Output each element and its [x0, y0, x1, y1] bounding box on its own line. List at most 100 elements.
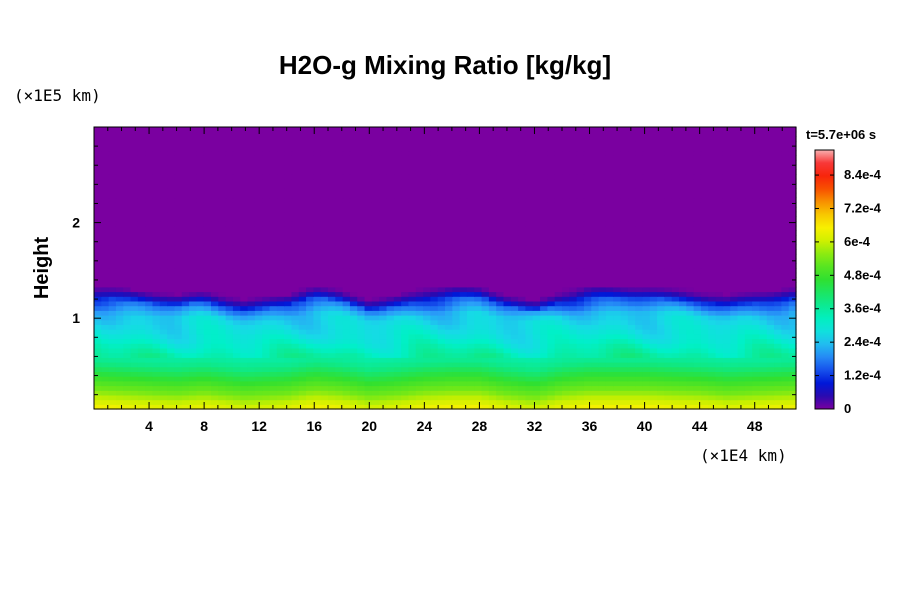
heatmap-cell — [284, 343, 293, 349]
heatmap-cell — [693, 174, 702, 180]
heatmap-cell — [357, 197, 366, 203]
heatmap-cell — [664, 268, 673, 274]
heatmap-cell — [708, 268, 717, 274]
heatmap-cell — [759, 310, 768, 316]
heatmap-cell — [181, 371, 190, 377]
heatmap-cell — [349, 225, 358, 231]
heatmap-cell — [349, 390, 358, 396]
heatmap-cell — [101, 258, 110, 264]
heatmap-cell — [664, 263, 673, 269]
heatmap-cell — [525, 333, 534, 340]
heatmap-cell — [430, 352, 439, 358]
heatmap-cell — [423, 338, 431, 344]
heatmap-cell — [532, 174, 541, 180]
heatmap-cell — [181, 188, 190, 194]
heatmap-cell — [649, 197, 658, 203]
heatmap-cell — [225, 315, 234, 321]
heatmap-cell — [576, 230, 585, 236]
heatmap-cell — [247, 404, 256, 410]
heatmap-cell — [415, 235, 424, 241]
heatmap-cell — [605, 329, 614, 335]
heatmap-cell — [115, 174, 124, 180]
heatmap-cell — [423, 343, 431, 349]
heatmap-cell — [686, 380, 695, 387]
heatmap-cell — [232, 380, 241, 387]
heatmap-cell — [423, 324, 431, 330]
heatmap-cell — [167, 394, 176, 401]
heatmap-cell — [693, 347, 702, 354]
heatmap-cell — [788, 188, 797, 194]
heatmap-cell — [159, 174, 168, 180]
heatmap-cell — [744, 315, 753, 321]
heatmap-cell — [371, 277, 380, 283]
heatmap-cell — [583, 333, 592, 340]
heatmap-cell — [203, 216, 212, 222]
heatmap-cell — [320, 183, 329, 189]
heatmap-cell — [342, 216, 351, 222]
heatmap-cell — [196, 296, 205, 302]
heatmap-cell — [357, 366, 366, 372]
heatmap-cell — [569, 216, 578, 222]
heatmap-cell — [159, 286, 168, 293]
heatmap-cell — [657, 164, 665, 170]
heatmap-cell — [525, 253, 534, 260]
heatmap-cell — [752, 221, 761, 227]
heatmap-cell — [503, 188, 512, 194]
heatmap-cell — [635, 178, 644, 184]
heatmap-cell — [466, 230, 475, 236]
heatmap-cell — [291, 362, 300, 368]
heatmap-cell — [481, 188, 490, 194]
heatmap-cell — [115, 263, 124, 269]
heatmap-cell — [445, 343, 453, 349]
heatmap-cell — [562, 319, 570, 325]
heatmap-cell — [569, 164, 578, 170]
heatmap-cell — [174, 329, 183, 335]
heatmap-cell — [562, 371, 570, 377]
heatmap-cell — [781, 338, 790, 344]
heatmap-cell — [686, 178, 695, 184]
heatmap-cell — [562, 394, 570, 401]
heatmap-cell — [481, 178, 490, 184]
heatmap-cell — [693, 371, 702, 377]
heatmap-cell — [284, 296, 293, 302]
heatmap-cell — [635, 235, 644, 241]
heatmap-cell — [262, 277, 271, 283]
heatmap-cell — [174, 366, 183, 372]
heatmap-cell — [181, 305, 190, 311]
heatmap-cell — [328, 305, 336, 311]
heatmap-cell — [276, 371, 285, 377]
heatmap-cell — [649, 385, 658, 391]
heatmap-cell — [781, 324, 790, 330]
heatmap-cell — [459, 164, 468, 170]
heatmap-cell — [415, 394, 424, 401]
heatmap-cell — [115, 291, 124, 297]
heatmap-cell — [496, 315, 505, 321]
heatmap-cell — [481, 399, 490, 405]
heatmap-cell — [211, 357, 219, 363]
heatmap-cell — [152, 324, 161, 330]
heatmap-cell — [284, 192, 293, 199]
heatmap-cell — [459, 268, 468, 274]
heatmap-cell — [781, 249, 790, 255]
heatmap-cell — [657, 258, 665, 264]
heatmap-cell — [488, 192, 497, 199]
heatmap-cell — [349, 169, 358, 175]
heatmap-cell — [364, 244, 373, 250]
heatmap-cell — [225, 329, 234, 335]
heatmap-cell — [664, 174, 673, 180]
heatmap-cell — [328, 371, 336, 377]
heatmap-cell — [203, 310, 212, 316]
heatmap-cell — [276, 206, 285, 213]
heatmap-cell — [211, 277, 219, 283]
heatmap-cell — [613, 343, 622, 349]
heatmap-cell — [254, 347, 263, 354]
heatmap-cell — [576, 324, 585, 330]
heatmap-cell — [269, 333, 278, 340]
heatmap-cell — [671, 380, 680, 387]
heatmap-cell — [313, 188, 322, 194]
heatmap-cell — [123, 343, 132, 349]
heatmap-cell — [203, 169, 212, 175]
heatmap-cell — [291, 333, 300, 340]
heatmap-cell — [591, 268, 600, 274]
heatmap-cell — [423, 211, 431, 217]
